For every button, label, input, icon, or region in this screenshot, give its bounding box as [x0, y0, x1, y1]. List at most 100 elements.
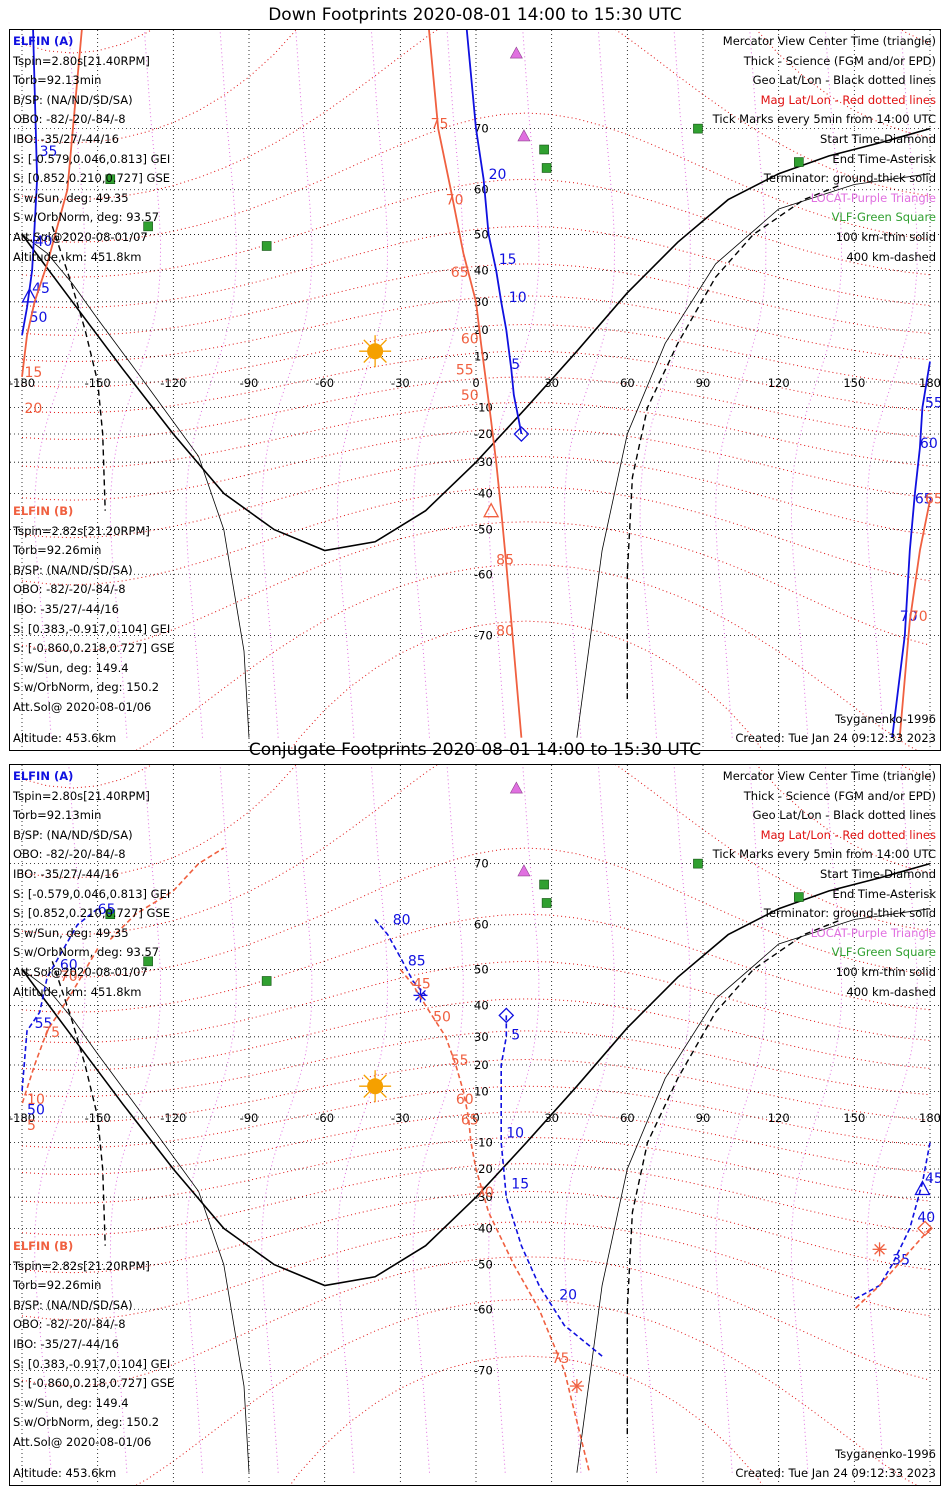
elfin-b-line: OBO: -82/-20/-84/-8: [13, 582, 126, 597]
vlf-square-icon: [143, 956, 153, 967]
footprint-tick-label: 60: [60, 957, 78, 973]
end-asterisk-icon: [874, 1243, 885, 1255]
x-tick-label: -30: [391, 376, 410, 390]
footprint-tick-label: 75: [431, 117, 449, 133]
y-tick-label: 50: [474, 962, 489, 976]
footprint-tick-label: 65: [98, 902, 116, 918]
footprint-tick-label: 65: [925, 492, 941, 508]
elfin-a-line: S w/OrbNorm, deg: 93.57: [13, 210, 160, 225]
model-name: Tsyganenko-1996: [835, 712, 936, 726]
vlf-square-icon: [539, 879, 549, 890]
x-tick-label: 30: [544, 376, 559, 390]
panel-conjugate: -180 -150 -120 -90 -60 -30 0 30 60 90 120 150 180 70 6…: [9, 764, 941, 1486]
vlf-square-icon: [105, 909, 116, 920]
footprint-tick-label: 80: [393, 913, 411, 929]
locat-triangle-icon: [517, 864, 531, 877]
legend-item: Mercator View Center Time (triangle): [722, 769, 936, 783]
footprint-tick-label: 55: [35, 1016, 53, 1032]
terminator-400km-line: [51, 961, 106, 1246]
elfin-a-line: S: [0.852,0.210,0.727] GSE: [13, 906, 171, 921]
legend-item: 400 km-dashed: [846, 249, 936, 264]
x-tick-label: -90: [240, 1111, 259, 1125]
mag-lon-line: [336, 765, 389, 1473]
x-tick-label: 90: [696, 1111, 711, 1125]
terminator-400km-line: [626, 918, 842, 1435]
footprint-tick-label: 65: [461, 1113, 479, 1129]
mag-lon-line: [563, 30, 616, 738]
footprint-line: [500, 1015, 603, 1357]
mag-lon-line: [109, 30, 162, 738]
elfin-b-line: IBO: -35/27/-44/16: [13, 601, 119, 616]
mag-lat-line: [21, 30, 931, 201]
footprint-tick-label: 70: [900, 609, 918, 625]
y-tick-label: -10: [474, 1136, 493, 1150]
terminator-100km-line: [21, 234, 250, 738]
mag-lon-line: [563, 765, 616, 1473]
elfin-a-line: S w/Sun, deg: 49.35: [13, 190, 129, 205]
footprint-line: [399, 968, 591, 1473]
mag-lon-line: [866, 765, 918, 1473]
legend: Mercator View Center Time (triangle) Thi…: [713, 767, 936, 1002]
footprint-tick-label: 15: [511, 1176, 529, 1192]
footprint-tick-label: 20: [25, 401, 43, 417]
y-tick-label: -60: [474, 567, 493, 581]
footprint-tick-label: 45: [925, 1171, 941, 1187]
footprint-line: [21, 30, 39, 336]
x-tick-label: 60: [620, 376, 635, 390]
footprint-tick-label: 80: [496, 623, 514, 639]
created-time: Created: Tue Jan 24 09:12:33 2023: [735, 731, 936, 745]
footprint-tick-label: 15: [25, 365, 43, 381]
footprint-line: [21, 948, 99, 1105]
mag-lat-line: [21, 1085, 931, 1149]
legend-item: Start Time-Diamond: [820, 131, 936, 146]
legend-item: Mag Lat/Lon - Red dotted lines: [760, 827, 936, 842]
elfin-b-line: Tspin=2.82s[21.20RPM]: [13, 1258, 150, 1273]
footprint-tick-label: 50: [30, 310, 48, 326]
footprint-tick-label: 50: [461, 388, 479, 404]
footprint-tick-label: 20: [489, 167, 507, 183]
terminator-100km-line: [576, 908, 931, 1473]
footprint-line: [898, 499, 931, 738]
elfin-b-name: ELFIN (B): [13, 1239, 74, 1253]
terminator-400km-line: [626, 183, 842, 700]
footprint-tick-label: 55: [451, 1053, 469, 1069]
elfin-b-line: S: [0.383,-0.917,0.104] GEI: [13, 1356, 171, 1371]
terminator-ground-line: [21, 862, 931, 1287]
footprint-tick-label: 55: [456, 362, 474, 378]
center-time-triangle-icon: [914, 1180, 931, 1196]
y-tick-label: 10: [474, 349, 489, 363]
panel-title-down: Down Footprints 2020-08-01 14:00 to 15:3…: [268, 5, 682, 25]
elfin-b-line: B/SP: (NA/ND/SD/SA): [13, 562, 133, 577]
mag-lon-line: [185, 765, 237, 1473]
y-tick-label: -70: [474, 1363, 493, 1377]
mag-lon-line: [261, 765, 313, 1473]
vlf-square-icon: [143, 221, 153, 232]
elfin-a-line: Altitude, km: 451.8km: [13, 249, 142, 264]
x-tick-label: -90: [240, 376, 259, 390]
elfin-b-line: S: [-0.860,0.218,0.727] GSE: [13, 641, 175, 656]
footprint-tick-label: 70: [910, 609, 928, 625]
mag-lon-line: [109, 765, 162, 1473]
elfin-a-info: ELFIN (A) Tspin=2.80s[21.40RPM] Torb=92.…: [13, 32, 170, 267]
mag-lon-line: [185, 30, 237, 738]
x-tick-label: -60: [315, 1111, 334, 1125]
x-tick-label: -30: [391, 1111, 410, 1125]
model-name: Tsyganenko-1996: [835, 1447, 936, 1461]
legend-item: LOCAT-Purple Triangle: [810, 925, 936, 940]
footprint-tick-label: 70: [476, 1185, 494, 1201]
x-tick-label: 150: [843, 376, 865, 390]
vlf-square-icon: [261, 241, 272, 251]
y-tick-label: -20: [474, 427, 493, 441]
elfin-a-line: IBO: -35/27/-44/16: [13, 131, 119, 146]
y-tick-label: -70: [474, 628, 493, 642]
y-tick-label: -40: [474, 486, 493, 500]
mag-lat-line: [21, 1256, 931, 1387]
vlf-square-icon: [794, 157, 804, 167]
mag-lon-line: [488, 30, 540, 738]
elfin-a-line: Torb=92.13min: [13, 808, 102, 823]
legend-item: End Time-Asterisk: [832, 151, 936, 166]
y-tick-label: 20: [474, 323, 489, 337]
elfin-b-line: Att.Sol@ 2020-08-01/06: [13, 699, 152, 714]
mag-lat-line: [21, 112, 931, 243]
footprint-tick-label: 85: [408, 953, 426, 969]
